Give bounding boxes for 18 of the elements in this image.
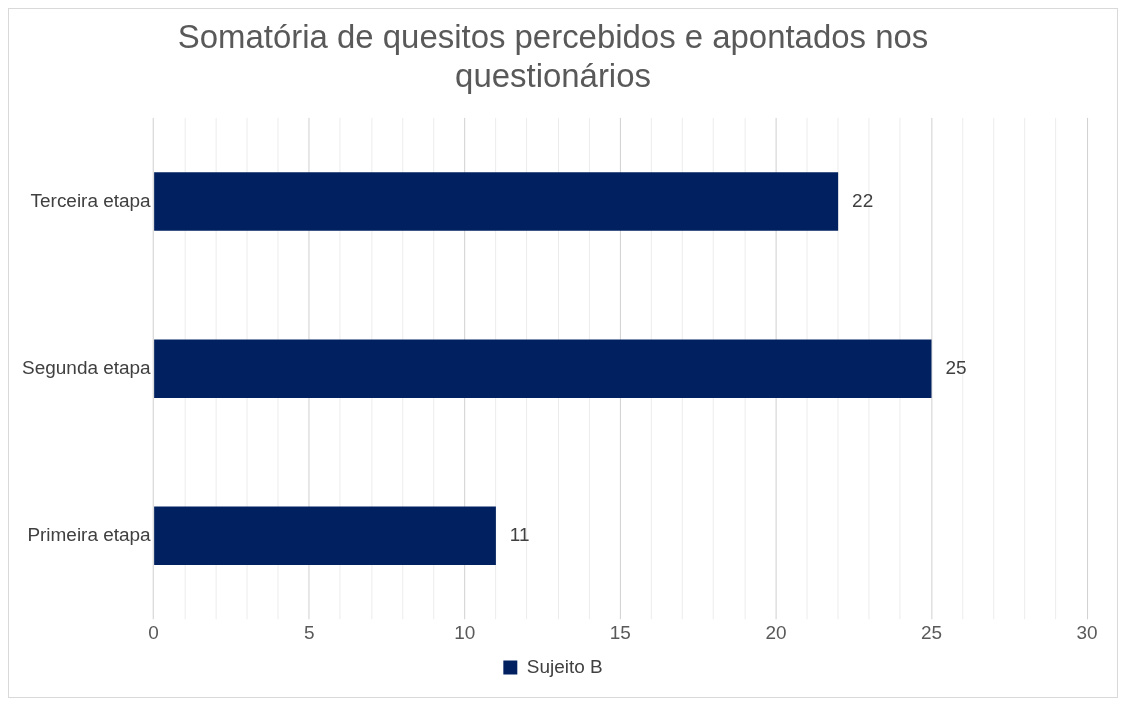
chart-title: Somatória de quesitos percebidos e apontados nos questionários xyxy=(177,17,929,95)
bar xyxy=(154,339,932,398)
x-tick-label: 15 xyxy=(609,622,631,643)
bar xyxy=(154,172,839,231)
x-tick-label: 10 xyxy=(454,622,476,643)
x-tick-label: 5 xyxy=(303,622,315,643)
y-tick-label: Segunda etapa xyxy=(22,356,152,378)
y-tick-label: Primeira etapa xyxy=(27,524,152,546)
bar xyxy=(154,506,496,566)
x-tick-label: 30 xyxy=(1076,622,1098,643)
data-label: 25 xyxy=(945,356,967,378)
x-tick-label: 20 xyxy=(765,622,787,643)
data-label: 11 xyxy=(509,524,530,546)
x-tick-label: 25 xyxy=(920,622,943,643)
legend-label: Sujeito B xyxy=(526,655,603,677)
data-label: 22 xyxy=(852,189,874,211)
x-tick-label: 0 xyxy=(148,622,159,643)
y-tick-label: Terceira etapa xyxy=(30,189,152,211)
